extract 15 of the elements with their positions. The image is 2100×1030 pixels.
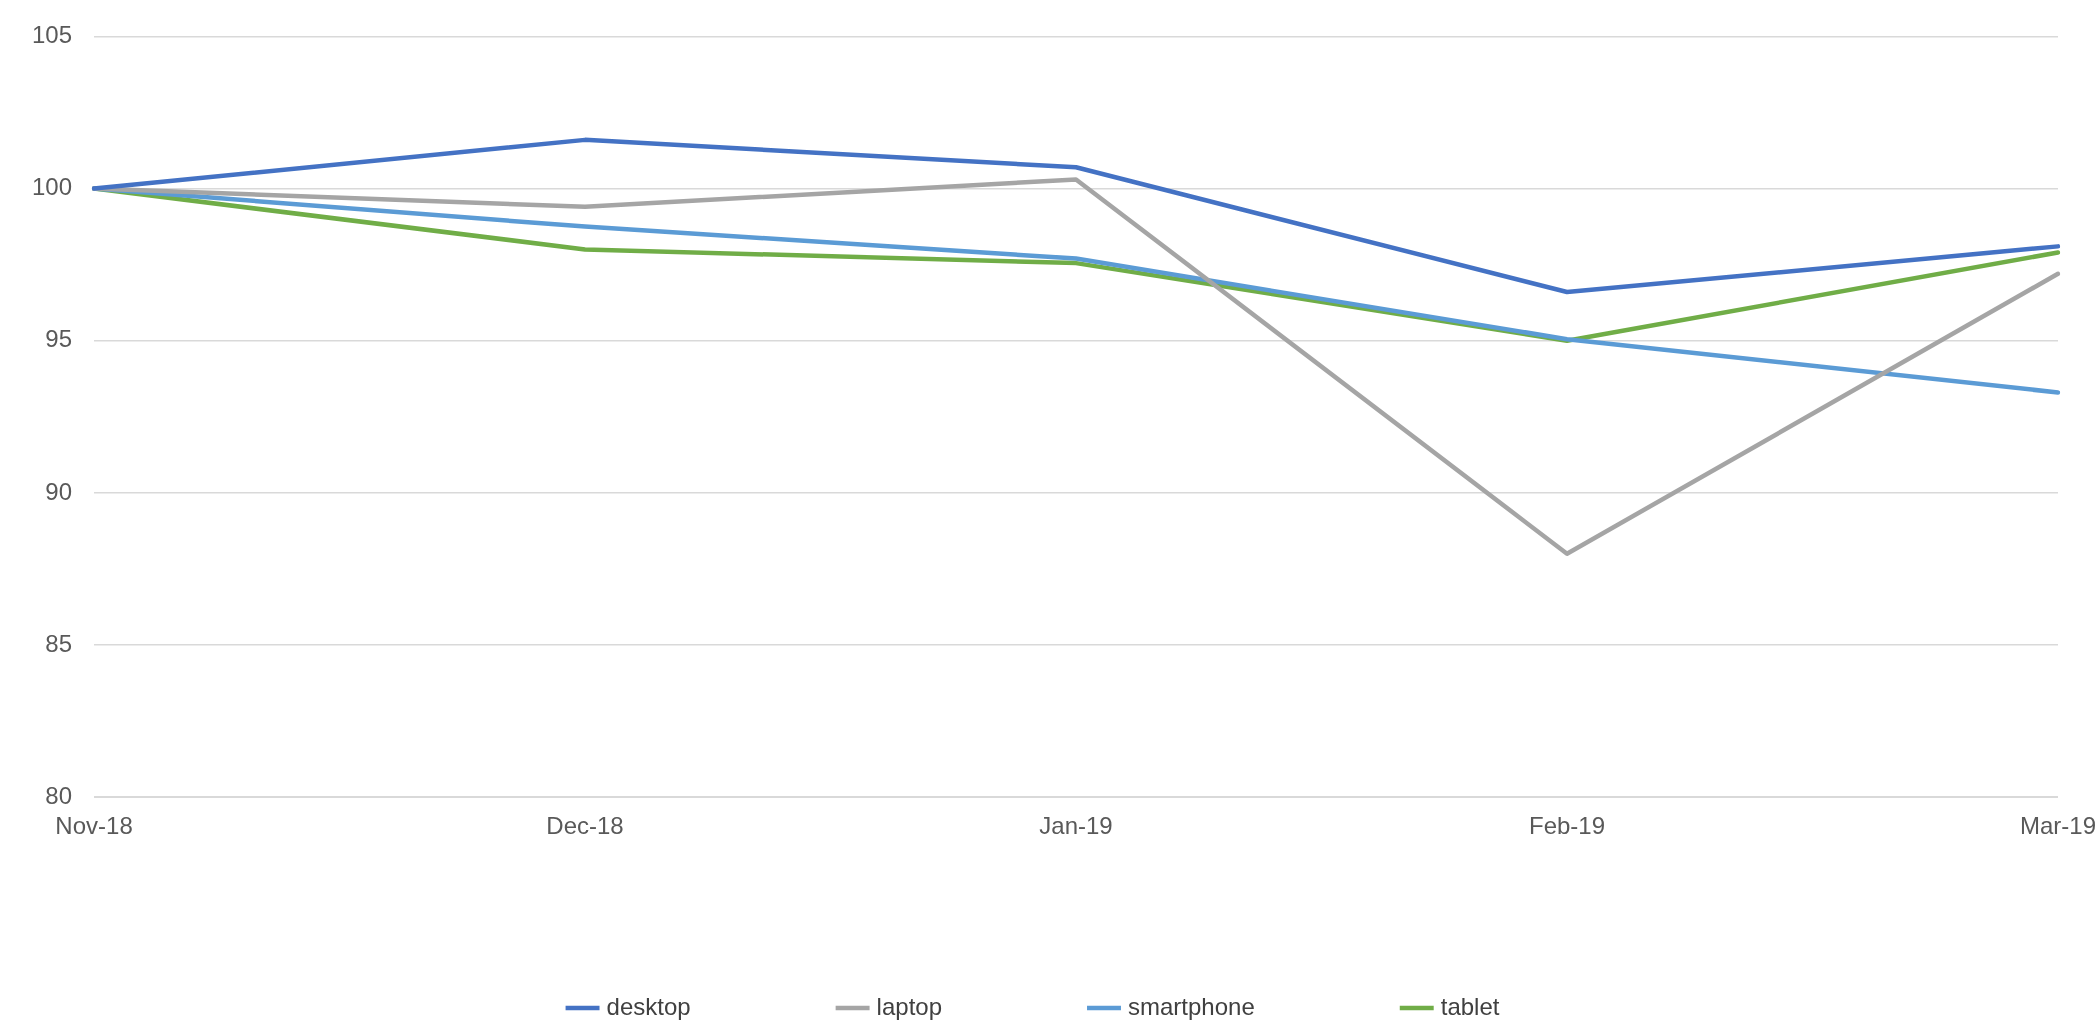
y-tick-label: 95 (45, 325, 73, 353)
y-tick-label: 105 (32, 21, 73, 49)
x-tick-label: Feb-19 (1528, 812, 1606, 840)
legend-label: smartphone (1128, 992, 1255, 1020)
y-tick-label: 90 (45, 477, 73, 505)
x-tick-label: Nov-18 (55, 812, 133, 840)
x-tick-label: Jan-19 (1039, 812, 1113, 840)
legend-label: tablet (1440, 992, 1500, 1020)
x-tick-label: Dec-18 (546, 812, 624, 840)
x-tick-label: Mar-19 (2019, 812, 2097, 840)
y-tick-label: 85 (45, 629, 73, 657)
legend-label: laptop (876, 992, 942, 1020)
y-tick-label: 100 (32, 173, 73, 201)
y-tick-label: 80 (45, 781, 73, 809)
legend-label: desktop (606, 992, 691, 1020)
